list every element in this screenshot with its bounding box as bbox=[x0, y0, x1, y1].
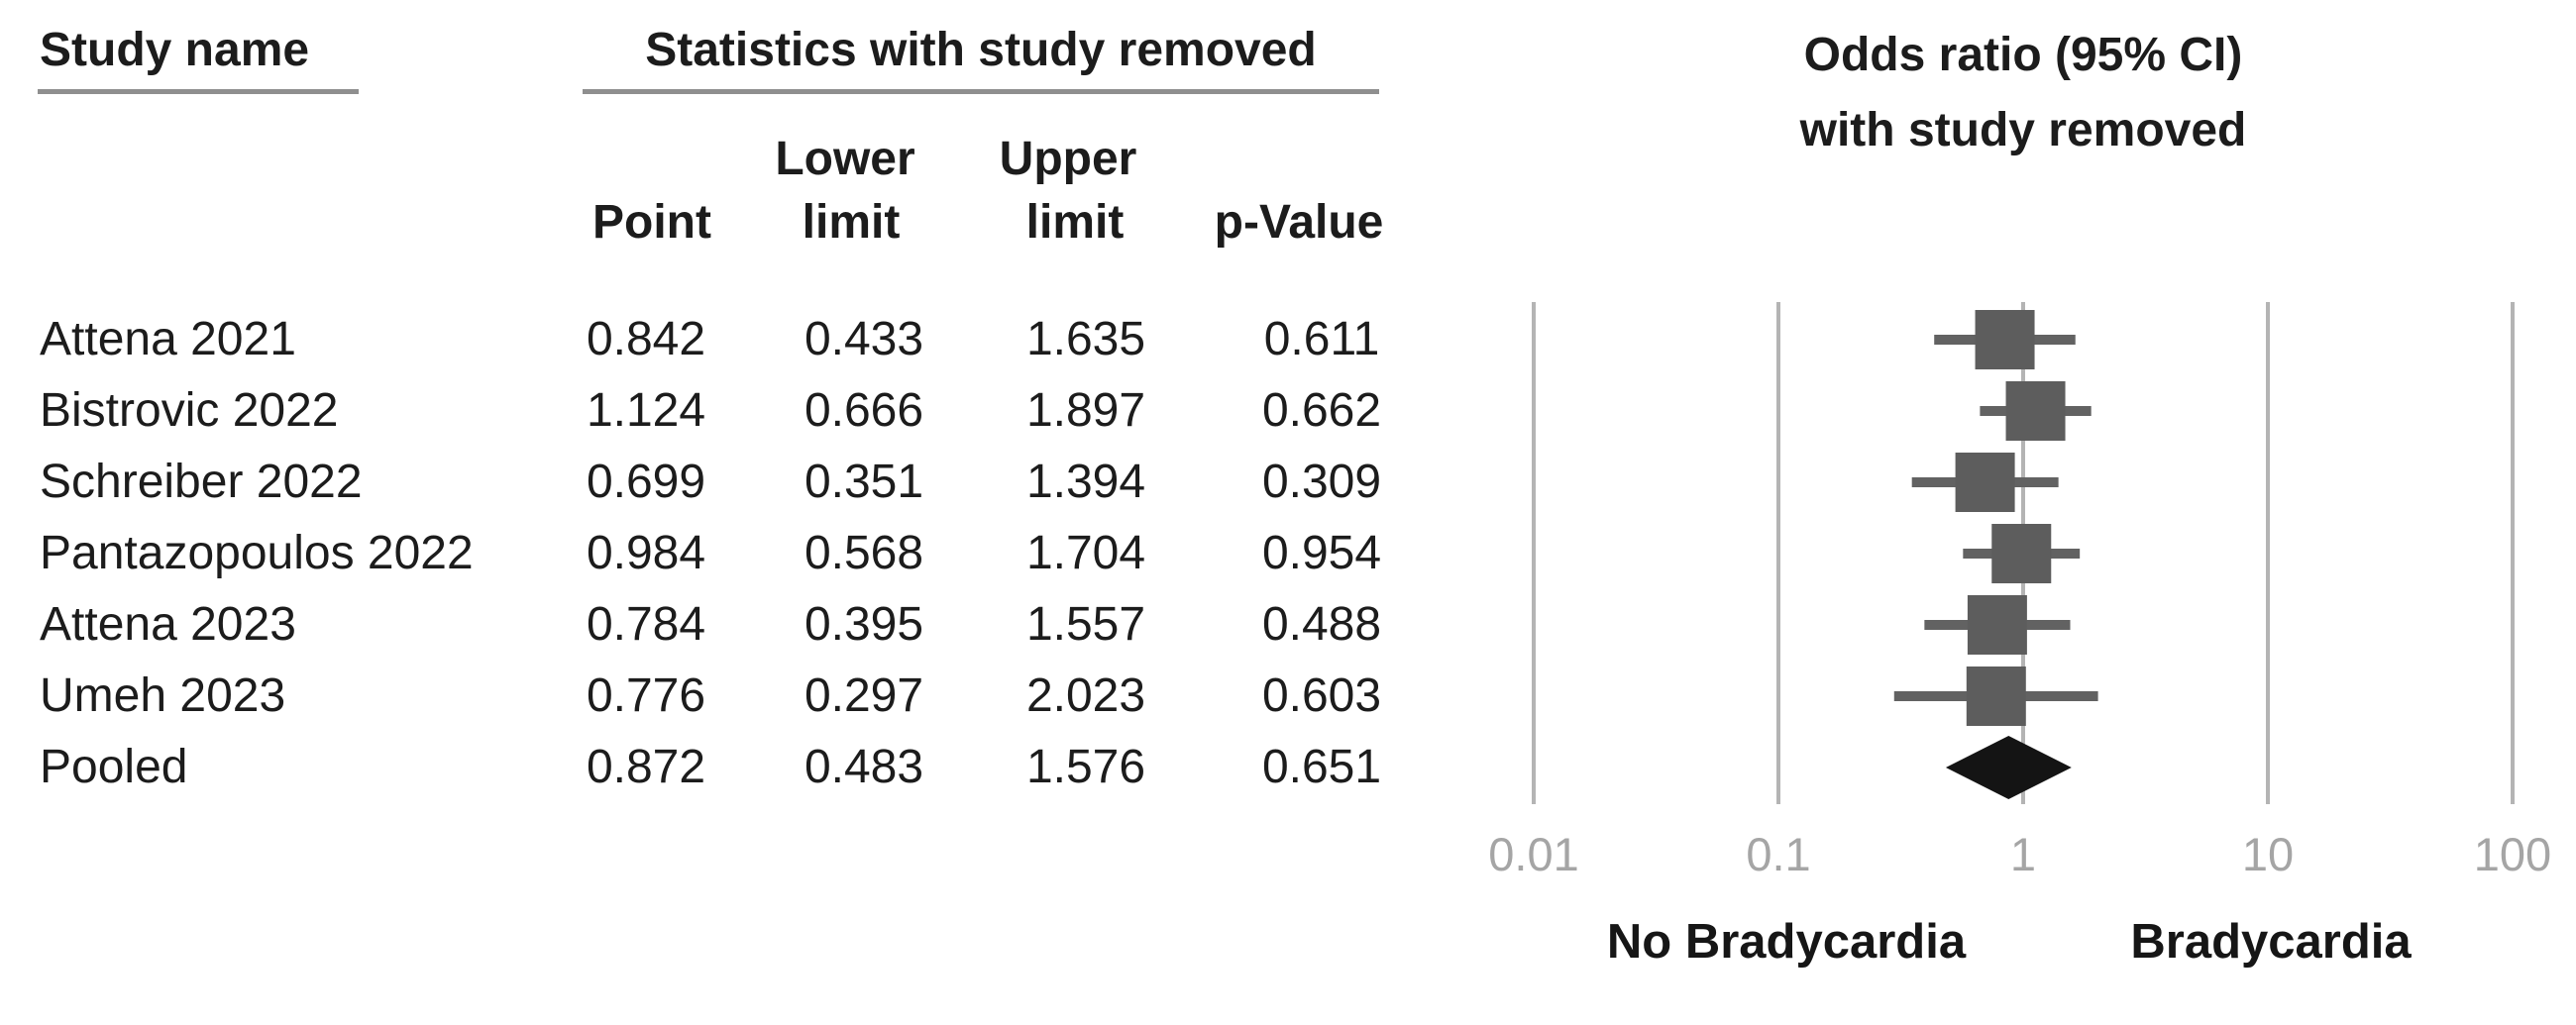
lower-cell: 0.433 bbox=[804, 313, 924, 365]
p-value-cell: 0.488 bbox=[1261, 598, 1382, 651]
p-value-cell: 0.662 bbox=[1261, 384, 1382, 437]
point-cell: 0.984 bbox=[586, 527, 706, 579]
p-value-cell: 0.603 bbox=[1261, 669, 1382, 722]
lower-cell: 0.351 bbox=[804, 456, 924, 508]
pooled-diamond bbox=[1945, 736, 2072, 799]
lower-cell: 0.483 bbox=[804, 741, 924, 793]
lower-cell: 0.666 bbox=[804, 384, 924, 437]
study-name-cell: Schreiber 2022 bbox=[40, 456, 363, 508]
p-value-cell: 0.651 bbox=[1261, 741, 1382, 793]
lower-cell: 0.568 bbox=[804, 527, 924, 579]
effect-square bbox=[1955, 453, 2015, 512]
plot-column-header: Odds ratio (95% CI) with study removed bbox=[1478, 18, 2568, 168]
study-name-cell: Pooled bbox=[40, 741, 188, 793]
upper-cell: 1.704 bbox=[1025, 527, 1146, 579]
study-name-cell: Pantazopoulos 2022 bbox=[40, 527, 474, 579]
lower-cell: 0.395 bbox=[804, 598, 924, 651]
col-header-upper-line1: Upper bbox=[999, 133, 1137, 185]
study-name-cell: Bistrovic 2022 bbox=[40, 384, 339, 437]
direction-label-no-bradycardia: No Bradycardia bbox=[1606, 915, 1967, 969]
upper-cell: 2.023 bbox=[1025, 669, 1146, 722]
stats-group-header: Statistics with study removed bbox=[645, 24, 1317, 76]
col-header-point: Point bbox=[592, 196, 711, 249]
study-name-cell: Attena 2021 bbox=[40, 313, 296, 365]
col-header-lower-line1: Lower bbox=[775, 133, 915, 185]
effect-square bbox=[1991, 524, 2052, 583]
p-value-cell: 0.309 bbox=[1261, 456, 1382, 508]
point-cell: 0.776 bbox=[586, 669, 706, 722]
upper-cell: 1.557 bbox=[1025, 598, 1146, 651]
study-name-column-header: Study name bbox=[40, 24, 310, 76]
upper-cell: 1.576 bbox=[1025, 741, 1146, 793]
axis-tick-label-10: 10 bbox=[2241, 828, 2295, 880]
upper-cell: 1.897 bbox=[1025, 384, 1146, 437]
study-name-cell: Attena 2023 bbox=[40, 598, 296, 651]
study-header-underline bbox=[38, 89, 359, 94]
effect-square bbox=[1966, 666, 2026, 726]
axis-tick-label-100: 100 bbox=[2473, 828, 2552, 880]
study-name-cell: Umeh 2023 bbox=[40, 669, 286, 722]
effect-square bbox=[1967, 595, 2027, 655]
upper-cell: 1.635 bbox=[1025, 313, 1146, 365]
point-cell: 0.784 bbox=[586, 598, 706, 651]
axis-tick-label-0.1: 0.1 bbox=[1746, 828, 1811, 880]
effect-square bbox=[2005, 381, 2066, 441]
p-value-cell: 0.611 bbox=[1263, 313, 1380, 365]
col-header-lower-line2: limit bbox=[802, 196, 901, 249]
p-value-cell: 0.954 bbox=[1261, 527, 1382, 579]
axis-tick-label-0.01: 0.01 bbox=[1488, 828, 1579, 880]
direction-label-bradycardia: Bradycardia bbox=[2130, 915, 2412, 969]
axis-tick-label-1: 1 bbox=[2009, 828, 2037, 880]
point-cell: 1.124 bbox=[586, 384, 706, 437]
col-header-upper-line2: limit bbox=[1025, 196, 1125, 249]
point-cell: 0.872 bbox=[586, 741, 706, 793]
upper-cell: 1.394 bbox=[1025, 456, 1146, 508]
col-header-p-value: p-Value bbox=[1214, 196, 1384, 249]
effect-square bbox=[1975, 310, 2035, 369]
lower-cell: 0.297 bbox=[804, 669, 924, 722]
point-cell: 0.699 bbox=[586, 456, 706, 508]
stats-header-underline bbox=[583, 89, 1379, 94]
point-cell: 0.842 bbox=[586, 313, 706, 365]
plot-header-line2: with study removed bbox=[1799, 104, 2247, 156]
plot-header-line1: Odds ratio (95% CI) bbox=[1803, 29, 2243, 81]
